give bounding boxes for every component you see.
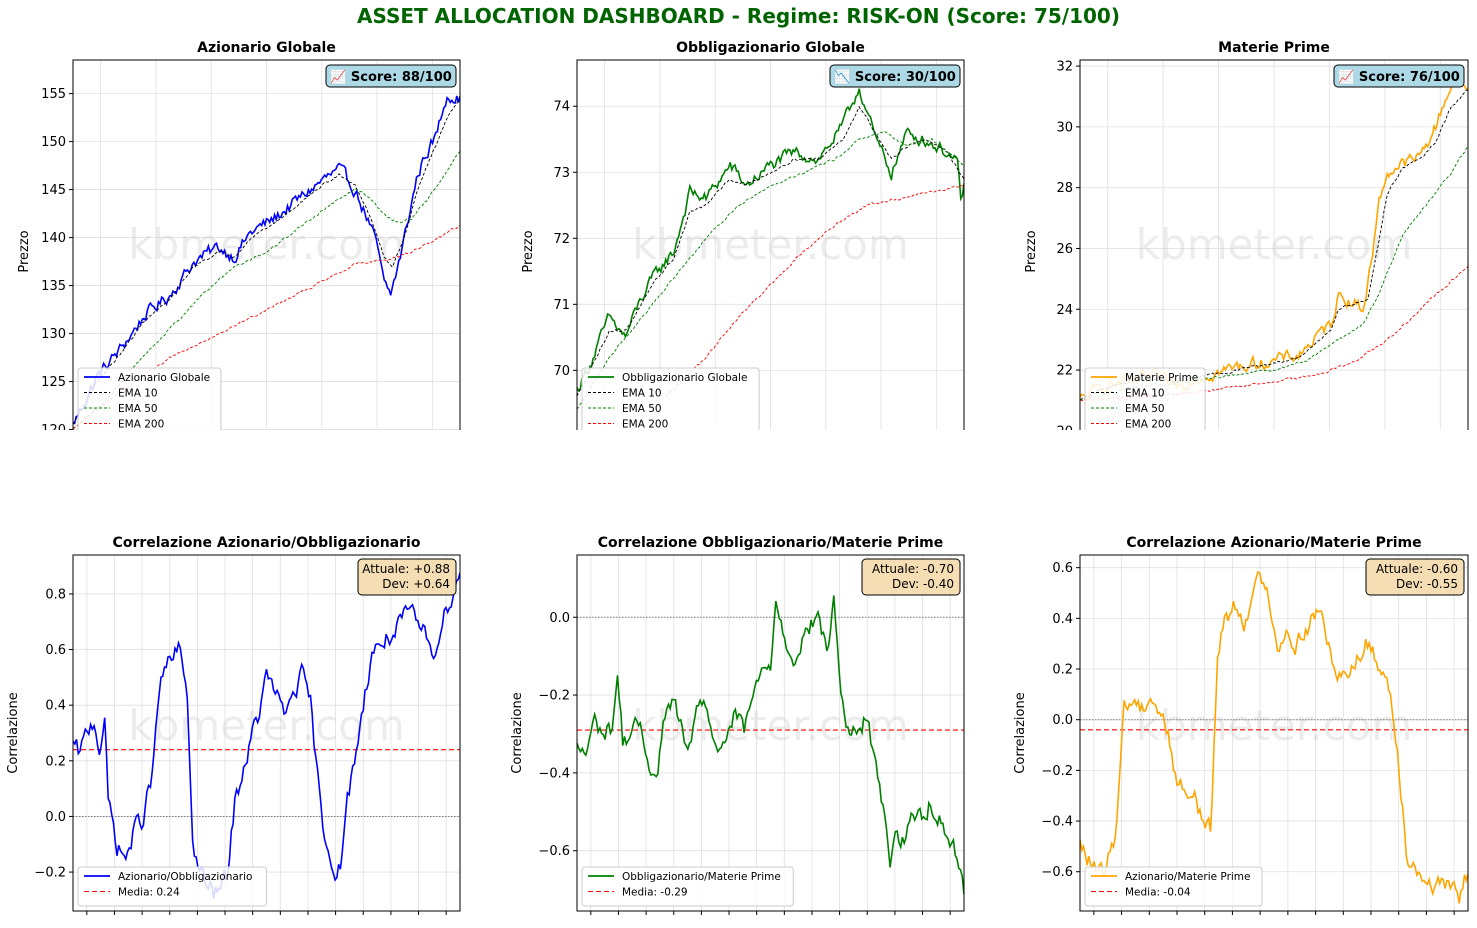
annotation-line: Attuale: -0.70	[872, 562, 954, 576]
y-tick-label: 0.4	[1052, 612, 1073, 627]
y-tick-label: 0.4	[45, 699, 66, 714]
legend-label: Obbligazionario/Materie Prime	[622, 871, 781, 883]
y-tick-label: 125	[41, 375, 66, 390]
chart-title: Correlazione Obbligazionario/Materie Pri…	[598, 535, 943, 551]
legend-label: EMA 10	[118, 388, 158, 400]
score-label: 📈 Score: 76/100	[1338, 69, 1460, 85]
y-tick-label: 120	[41, 423, 66, 430]
chart-materie-prime: Materie Prime20222426283032Prezzokbmeter…	[1000, 30, 1477, 430]
y-tick-label: 73	[553, 166, 570, 181]
y-tick-label: 71	[553, 298, 570, 313]
chart-svg: Correlazione Obbligazionario/Materie Pri…	[500, 525, 980, 924]
y-axis-label: Correlazione	[510, 692, 525, 773]
legend-label: Media: -0.29	[622, 887, 688, 899]
annotation-line: Dev: -0.55	[1396, 577, 1458, 591]
legend-label: EMA 200	[118, 419, 164, 431]
y-tick-label: 24	[1056, 303, 1073, 318]
score-label: 📈 Score: 88/100	[330, 69, 452, 85]
y-tick-label: 32	[1056, 60, 1073, 75]
legend-label: EMA 50	[622, 403, 662, 415]
legend-label: EMA 50	[1125, 403, 1165, 415]
y-tick-label: 0.6	[45, 643, 66, 658]
y-tick-label: 0.6	[1052, 561, 1073, 576]
chart-correlazione-azionario-obbligazionario: Correlazione Azionario/Obbligazionario −0…	[0, 525, 480, 924]
watermark: kbmeter.com	[1136, 701, 1413, 750]
y-tick-label: −0.6	[1041, 865, 1073, 880]
legend-label: EMA 50	[118, 403, 158, 415]
y-tick-label: 130	[41, 327, 66, 342]
y-axis-label: Correlazione	[1013, 692, 1028, 773]
y-tick-label: 0.2	[45, 754, 66, 769]
legend-label: Materie Prime	[1125, 372, 1198, 384]
y-tick-label: 28	[1056, 181, 1073, 196]
y-tick-label: 0.8	[45, 587, 66, 602]
chart-title: Correlazione Azionario/Materie Prime	[1126, 535, 1421, 551]
y-axis-label: Prezzo	[1024, 230, 1039, 272]
chart-title: Correlazione Azionario/Obbligazionario	[113, 535, 421, 551]
chart-svg: Obbligazionario Globale697071727374Prezz…	[500, 30, 980, 430]
chart-svg: Materie Prime20222426283032Prezzokbmeter…	[1000, 30, 1477, 430]
legend-label: Azionario/Materie Prime	[1125, 871, 1251, 883]
y-tick-label: 0.0	[549, 611, 570, 626]
y-tick-label: −0.2	[538, 689, 570, 704]
y-tick-label: 150	[41, 135, 66, 150]
y-tick-label: −0.2	[34, 866, 66, 881]
chart-title: Azionario Globale	[197, 40, 336, 56]
annotation-line: Attuale: +0.88	[362, 562, 450, 576]
watermark: kbmeter.com	[632, 701, 909, 750]
chart-obbligazionario-globale: Obbligazionario Globale697071727374Prezz…	[500, 30, 980, 430]
y-tick-label: 0.2	[1052, 663, 1073, 678]
chart-title: Materie Prime	[1218, 40, 1330, 56]
y-tick-label: −0.2	[1041, 764, 1073, 779]
y-tick-label: 155	[41, 87, 66, 102]
y-tick-label: 20	[1056, 424, 1073, 430]
legend-label: Obbligazionario Globale	[622, 372, 747, 384]
y-tick-label: −0.6	[538, 844, 570, 859]
y-tick-label: 135	[41, 279, 66, 294]
annotation-line: Attuale: -0.60	[1376, 562, 1458, 576]
y-axis-label: Correlazione	[6, 692, 21, 773]
chart-svg: Correlazione Azionario/Materie Prime −0.6…	[1000, 525, 1477, 924]
chart-azionario-globale: Azionario Globale 120 125 130 135 140 145 150 15…	[0, 30, 480, 430]
y-tick-label: 0.0	[1052, 713, 1073, 728]
y-tick-label: 140	[41, 231, 66, 246]
chart-title: Obbligazionario Globale	[676, 40, 865, 56]
score-label: 📉 Score: 30/100	[834, 69, 956, 85]
legend-label: Media: 0.24	[118, 887, 180, 899]
y-tick-label: −0.4	[538, 766, 570, 781]
y-tick-label: 72	[553, 232, 570, 247]
dashboard-title: ASSET ALLOCATION DASHBOARD - Regime: RIS…	[0, 4, 1477, 28]
y-tick-label: −0.4	[1041, 815, 1073, 830]
watermark: kbmeter.com	[128, 220, 405, 269]
y-tick-label: 30	[1056, 120, 1073, 135]
y-axis-label: Prezzo	[17, 230, 32, 272]
legend-label: EMA 10	[622, 388, 662, 400]
legend-label: EMA 200	[622, 419, 668, 431]
legend-label: Media: -0.04	[1125, 887, 1191, 899]
chart-correlazione-obbligazionario-materie: Correlazione Obbligazionario/Materie Pri…	[500, 525, 980, 924]
chart-correlazione-azionario-materie: Correlazione Azionario/Materie Prime −0.6…	[1000, 525, 1477, 924]
legend-label: Azionario Globale	[118, 372, 210, 384]
legend-label: EMA 200	[1125, 419, 1171, 431]
y-axis-label: Prezzo	[521, 230, 536, 272]
annotation-line: Dev: +0.64	[382, 577, 450, 591]
y-tick-label: 70	[553, 364, 570, 379]
watermark: kbmeter.com	[632, 220, 909, 269]
series-line-ema-200	[666, 185, 964, 396]
legend-label: Azionario/Obbligazionario	[118, 871, 252, 883]
y-tick-label: 145	[41, 183, 66, 198]
chart-svg: Correlazione Azionario/Obbligazionario −0…	[0, 525, 480, 924]
y-tick-label: 22	[1056, 364, 1073, 379]
annotation-line: Dev: -0.40	[892, 577, 954, 591]
y-tick-label: 26	[1056, 242, 1073, 257]
legend-label: EMA 10	[1125, 388, 1165, 400]
chart-svg: Azionario Globale 120 125 130 135 140 145 150 15…	[0, 30, 480, 430]
y-tick-label: 0.0	[45, 810, 66, 825]
y-tick-label: 74	[553, 100, 570, 115]
